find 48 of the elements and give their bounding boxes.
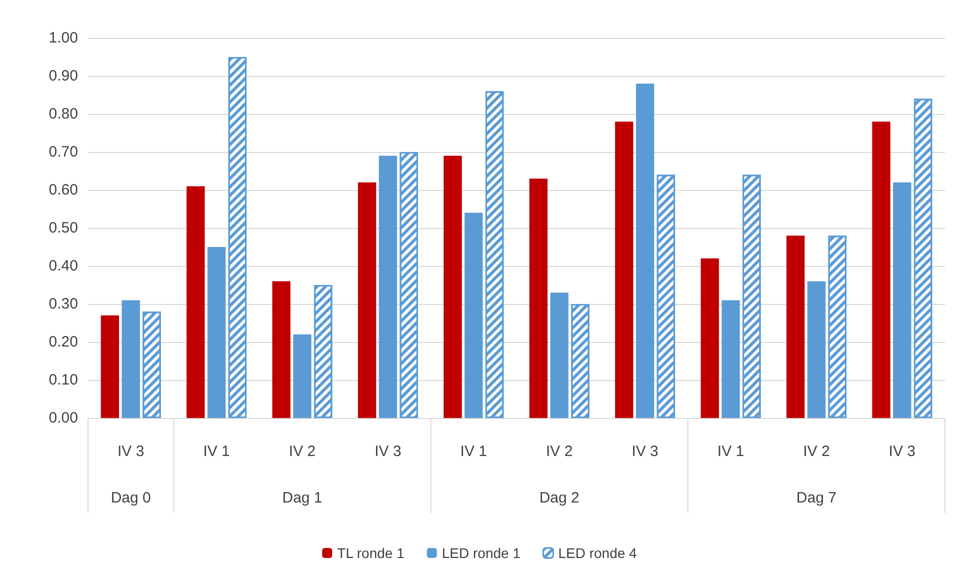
bar (444, 156, 462, 418)
bar (636, 84, 654, 418)
y-tick-label: 0.90 (48, 68, 78, 84)
x-tick-label: IV 3 (374, 443, 402, 460)
bar (550, 292, 568, 418)
bar (358, 182, 376, 418)
y-tick-label: 0.60 (48, 182, 78, 198)
bar (872, 122, 890, 418)
bar (722, 300, 740, 418)
x-tick-label: IV 3 (118, 443, 144, 460)
text: Dag 7 (796, 490, 836, 506)
text: Dag 0 (110, 490, 151, 506)
x-tick-label: IV 1 (203, 443, 230, 460)
bar (293, 334, 312, 418)
y-tick-label: 1.00 (48, 30, 78, 46)
y-tick-label: 0.00 (48, 410, 78, 426)
bar (207, 247, 226, 418)
x-tick-label: IV 3 (632, 443, 658, 460)
bar (529, 178, 548, 418)
x-tick-label: IV 2 (803, 443, 830, 460)
bar (464, 212, 483, 418)
legend-label: TL ronde 1 (337, 545, 405, 561)
bar (122, 300, 140, 418)
x-tick-label: IV 2 (546, 443, 573, 460)
bar (378, 156, 398, 418)
y-tick-label: 0.20 (48, 334, 78, 350)
x-tick-label: IV 1 (717, 443, 744, 460)
bar (893, 182, 912, 418)
y-tick-label: 0.70 (48, 144, 78, 160)
bar (615, 122, 634, 418)
y-tick-label: 0.40 (48, 258, 78, 274)
bar (186, 186, 205, 418)
x-tick-label: IV 1 (460, 443, 487, 460)
bar (100, 315, 120, 418)
y-tick-label: 0.50 (48, 220, 78, 236)
legend-label: LED ronde 4 (558, 545, 638, 561)
bar (807, 281, 826, 418)
x-tick-label: IV 3 (888, 443, 916, 460)
bar (786, 236, 805, 418)
x-tick-label: IV 2 (288, 443, 316, 460)
y-tick-label: 0.80 (48, 106, 78, 122)
bar (272, 281, 290, 418)
y-tick-label: 0.10 (48, 372, 78, 388)
text: Dag 2 (539, 490, 580, 506)
bar (700, 258, 719, 418)
text: Dag 1 (282, 490, 322, 506)
y-tick-label: 0.30 (48, 296, 78, 312)
legend-label: LED ronde 1 (442, 545, 521, 561)
